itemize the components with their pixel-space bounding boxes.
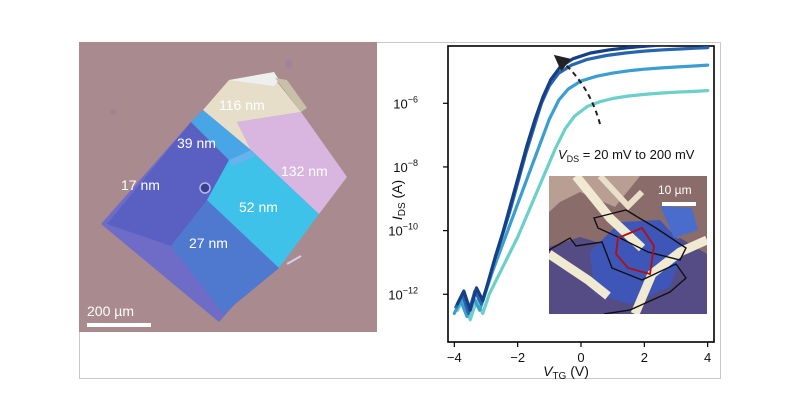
axis-ticks: −4 −2 0 2 4 10−12 10−10 10−8 10−6 [388,94,711,365]
thickness-label: 52 nm [239,199,278,215]
inset-electrode [597,176,645,211]
annotation-sub: DS [567,154,580,164]
series-group [452,46,710,322]
inset-electrode [572,176,646,252]
x-label-sub: TG [552,371,566,379]
scale-bar-label: 200 µm [87,303,134,319]
flake-fold [229,150,255,166]
y-label-unit: (A) [389,180,405,203]
y-tick-label: 10−10 [388,222,418,239]
inset-flake-outline [549,237,687,314]
flake-crack [286,255,302,265]
y-tick-label: 10−12 [388,285,418,302]
series-line [455,46,673,312]
x-axis-label: VTG (V) [543,363,589,379]
inset-region [590,220,685,304]
flake-edge-highlight [229,72,279,86]
x-label-unit: (V) [566,363,589,379]
flake-region-116nm [203,78,301,150]
x-tick-label: 2 [641,350,648,365]
flake-region-39nm [191,110,251,160]
flake-micrograph: 116 nm 39 nm 132 nm 17 nm 52 nm 27 nm 20… [79,42,377,332]
vds-annotation: VDS = 20 mV to 200 mV [558,147,695,164]
inset-channel-outline [615,226,655,276]
annotation-rest: = 20 mV to 200 mV [579,147,695,162]
series-line [452,63,710,319]
x-tick-label: −4 [447,350,462,365]
y-tick-label: 10−6 [393,94,418,111]
microscope-image: 116 nm 39 nm 132 nm 17 nm 52 nm 27 nm 20… [79,42,377,332]
scale-bar [87,323,151,327]
thickness-label: 116 nm [219,97,265,113]
y-label-main: I [389,216,405,220]
flake-edge [275,78,307,112]
inset-electrode [630,235,707,314]
y-axis-label: IDS (A) [389,180,408,220]
debris-speck [285,60,293,68]
flake-region-52nm [207,150,319,268]
x-tick-label: 4 [704,350,711,365]
inset-region [660,206,698,238]
inset-electrode [549,250,611,300]
series-line [455,88,710,322]
y-label-sub: DS [397,202,408,216]
device-inset-image: 10 µm [549,176,707,314]
flake-pinhole [199,182,211,194]
thickness-label: 27 nm [189,235,228,251]
x-label-main: V [543,363,554,379]
annotation-main: V [558,147,568,162]
debris-speck [110,109,116,115]
inset-scale-label: 10 µm [658,183,692,197]
x-tick-label: −2 [510,350,525,365]
thickness-label: 39 nm [177,135,216,151]
inset-scale-bar [662,202,696,206]
thickness-label: 132 nm [281,163,328,179]
y-tick-label: 10−8 [393,158,418,175]
transfer-characteristics-chart: −4 −2 0 2 4 10−12 10−10 10−8 10−6 VDS = 20 mV to… [380,42,720,379]
x-tick-label: 0 [577,350,584,365]
flake-region-132nm [237,112,347,214]
flake-region-27nm [171,200,279,314]
vds-direction-arrow [553,54,601,125]
inset-flake-outline [593,209,687,261]
flake-region-17nm [107,122,229,246]
thickness-label: 17 nm [121,177,160,193]
